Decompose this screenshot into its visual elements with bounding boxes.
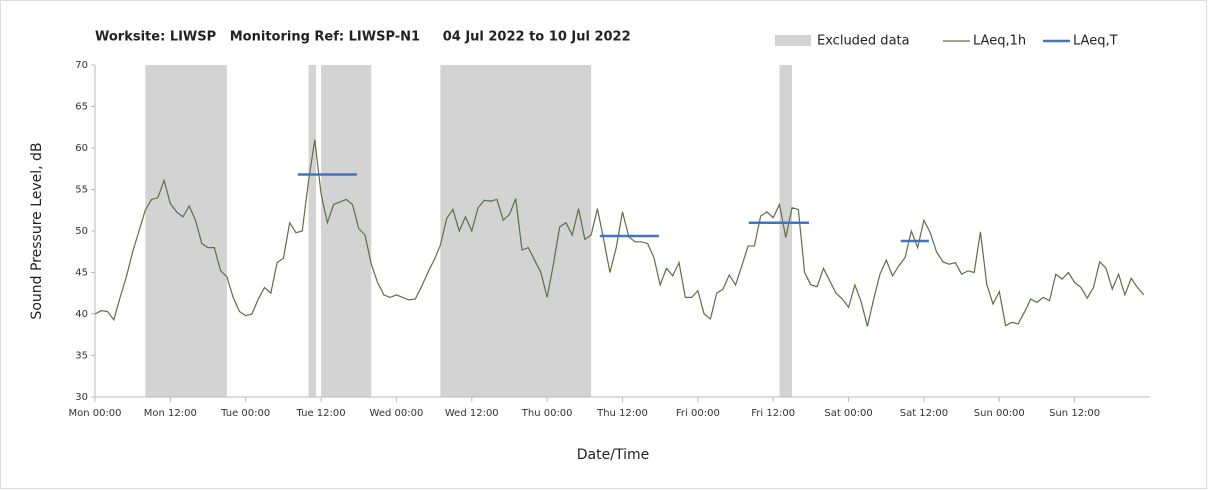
x-tick-label: Wed 12:00 [445,408,499,419]
legend-label: LAeq,T [1073,34,1118,49]
y-tick-label: 55 [75,185,88,196]
legend-swatch [775,35,811,46]
x-tick-label: Fri 00:00 [676,408,720,419]
x-axis-label: Date/Time [577,447,649,463]
x-tick-label: Sun 12:00 [1049,408,1100,419]
x-tick-label: Thu 12:00 [596,408,648,419]
y-tick-label: 50 [75,226,88,237]
y-tick-label: 40 [75,309,88,320]
x-tick-label: Wed 00:00 [370,408,424,419]
y-tick-label: 35 [75,351,88,362]
x-tick-label: Mon 12:00 [144,408,197,419]
x-tick-label: Fri 12:00 [751,408,795,419]
excluded-range [308,65,317,397]
y-axis-label: Sound Pressure Level, dB [29,142,45,319]
x-tick-label: Sat 12:00 [900,408,948,419]
y-tick-label: 60 [75,143,88,154]
excluded-range [321,65,372,397]
y-tick-label: 45 [75,268,88,279]
x-tick-label: Sat 00:00 [824,408,872,419]
x-tick-label: Thu 00:00 [521,408,573,419]
x-tick-label: Tue 00:00 [220,408,270,419]
excluded-range [440,65,592,397]
excluded-range [145,65,227,397]
excluded-range [779,65,793,397]
x-tick-label: Tue 12:00 [296,408,346,419]
legend-label: Excluded data [817,34,910,49]
chart-title: Worksite: LIWSP Monitoring Ref: LIWSP-N1… [95,30,631,45]
y-tick-label: 70 [75,60,88,71]
x-tick-label: Sun 00:00 [974,408,1025,419]
y-tick-label: 30 [75,392,88,403]
series-line [94,139,1145,327]
x-tick-label: Mon 00:00 [68,408,121,419]
legend-label: LAeq,1h [973,34,1026,49]
y-tick-label: 65 [75,102,88,113]
